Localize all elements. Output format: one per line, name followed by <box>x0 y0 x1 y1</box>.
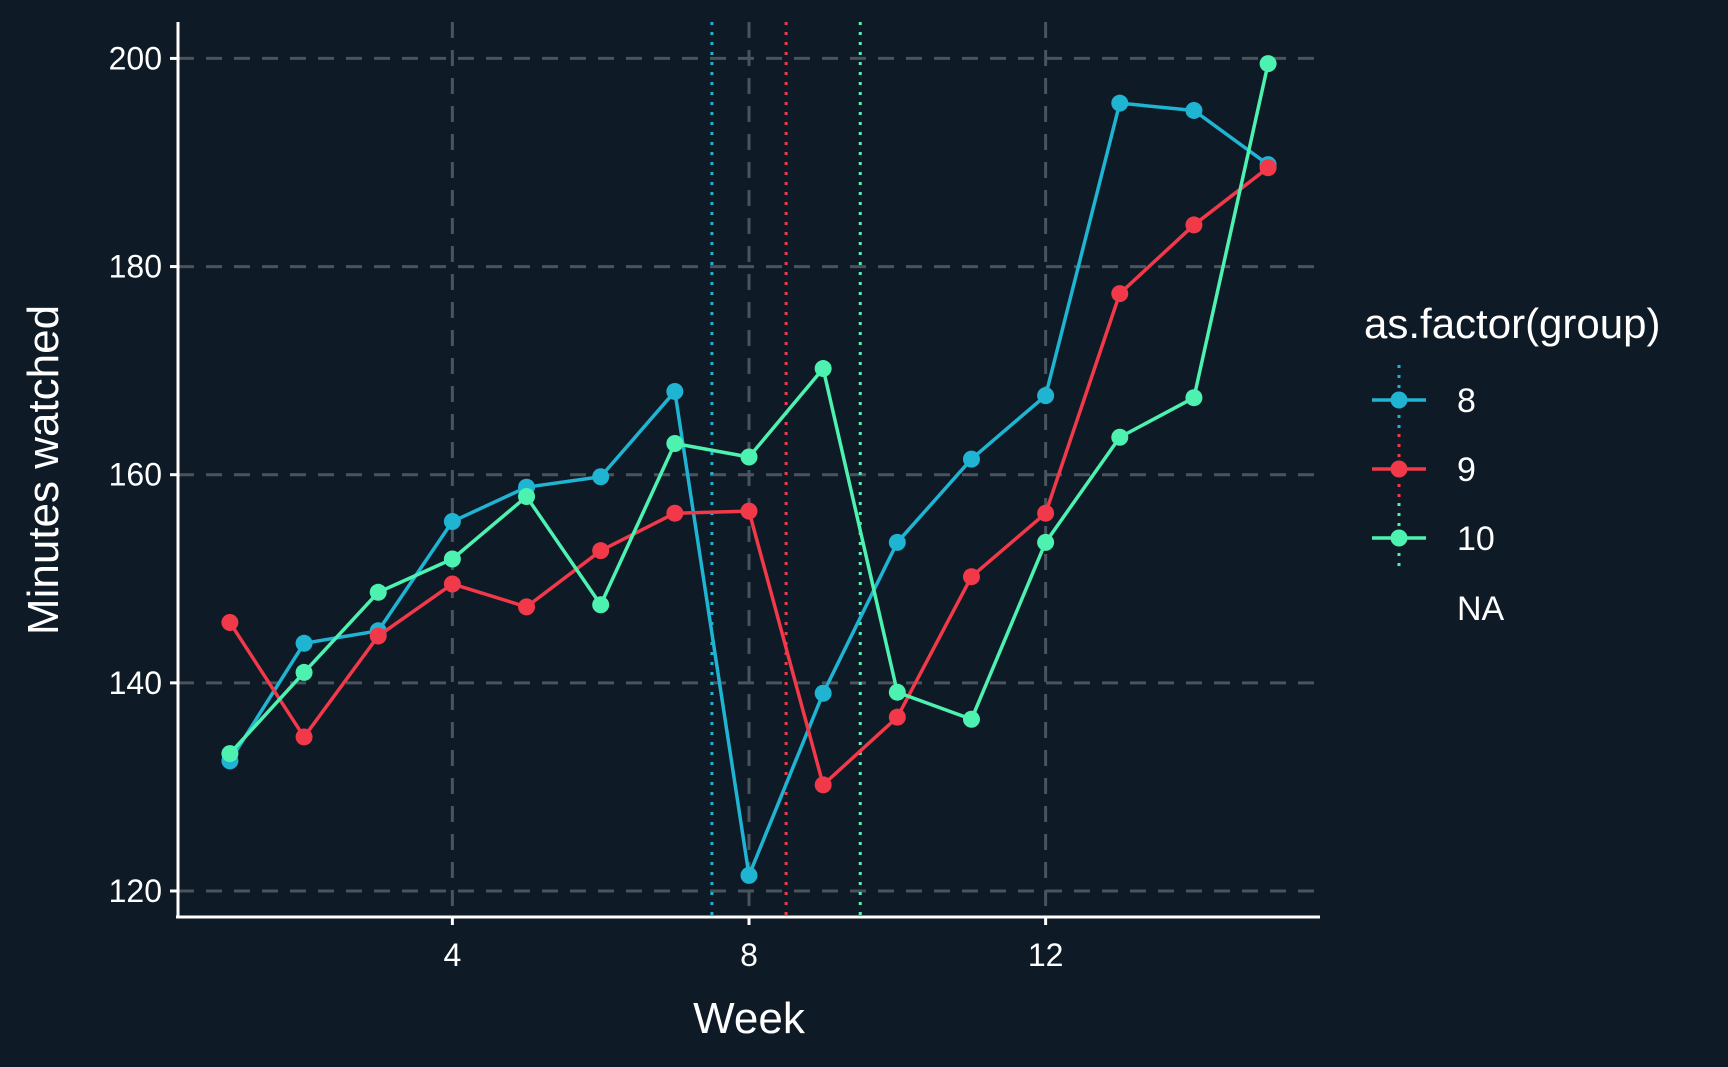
y-tick-label-160: 160 <box>109 457 162 493</box>
data-point-9-week-4 <box>443 575 461 593</box>
data-point-10-week-7 <box>666 434 684 452</box>
x-tick-label-4: 4 <box>443 937 461 973</box>
legend-items: 8 9 10 <box>1372 365 1495 573</box>
y-tick-label-120: 120 <box>109 873 162 909</box>
y-tick-label-200: 200 <box>109 40 162 76</box>
data-point-10-week-4 <box>443 550 461 568</box>
data-point-9-week-13 <box>1111 285 1129 303</box>
legend-item-8: 8 <box>1372 365 1476 435</box>
data-point-9-week-11 <box>962 568 980 586</box>
data-point-10-week-13 <box>1111 428 1129 446</box>
data-point-8-week-8 <box>740 866 758 884</box>
data-point-10-week-10 <box>888 683 906 701</box>
data-point-10-week-14 <box>1185 389 1203 407</box>
data-point-8-week-11 <box>962 450 980 468</box>
data-point-9-week-10 <box>888 708 906 726</box>
data-point-8-week-13 <box>1111 94 1129 112</box>
series-10 <box>221 55 1277 763</box>
data-point-10-week-3 <box>369 583 387 601</box>
data-point-9-week-8 <box>740 502 758 520</box>
data-point-10-week-6 <box>592 596 610 614</box>
data-point-8-week-14 <box>1185 101 1203 119</box>
data-point-8-week-12 <box>1037 387 1055 405</box>
data-point-9-week-6 <box>592 542 610 560</box>
data-point-8-week-4 <box>443 513 461 531</box>
y-tick-label-140: 140 <box>109 665 162 701</box>
data-point-10-week-9 <box>814 360 832 378</box>
series-9 <box>221 159 1277 794</box>
data-point-9-week-15 <box>1259 159 1277 177</box>
legend: as.factor(group) 8 9 10 NA <box>1364 300 1660 628</box>
x-axis-title: Week <box>693 994 806 1043</box>
x-tick-label-12: 12 <box>1028 937 1064 973</box>
legend-label-10: 10 <box>1457 520 1495 558</box>
data-point-10-week-1 <box>221 745 239 763</box>
legend-title: as.factor(group) <box>1364 300 1660 347</box>
tick-labels: 120 140 160 180 200 4 8 12 <box>109 40 1064 973</box>
data-point-10-week-2 <box>295 663 313 681</box>
legend-key-point-10 <box>1390 529 1408 547</box>
legend-label-9: 9 <box>1457 451 1476 489</box>
data-point-10-week-15 <box>1259 55 1277 73</box>
data-point-9-week-2 <box>295 728 313 746</box>
data-point-10-week-8 <box>740 448 758 466</box>
legend-label-8: 8 <box>1457 382 1476 420</box>
data-point-10-week-11 <box>962 710 980 728</box>
data-point-10-week-12 <box>1037 533 1055 551</box>
data-point-8-week-7 <box>666 382 684 400</box>
legend-key-point-9 <box>1390 460 1408 478</box>
data-point-9-week-9 <box>814 776 832 794</box>
legend-key-point-8 <box>1390 391 1408 409</box>
data-point-9-week-3 <box>369 627 387 645</box>
legend-item-9: 9 <box>1372 434 1476 504</box>
legend-item-10: 10 <box>1372 503 1495 573</box>
data-point-8-week-6 <box>592 468 610 486</box>
reference-lines <box>450 22 1048 917</box>
data-point-8-week-10 <box>888 533 906 551</box>
legend-label-na: NA <box>1457 590 1505 628</box>
plot-series <box>221 55 1277 884</box>
data-point-10-week-5 <box>518 488 536 506</box>
data-point-9-week-12 <box>1037 504 1055 522</box>
y-axis-title: Minutes watched <box>19 305 68 635</box>
y-tick-label-180: 180 <box>109 249 162 285</box>
data-point-9-week-1 <box>221 613 239 631</box>
data-point-9-week-14 <box>1185 216 1203 234</box>
x-tick-label-8: 8 <box>740 937 758 973</box>
data-point-9-week-5 <box>518 598 536 616</box>
data-point-9-week-7 <box>666 504 684 522</box>
data-point-8-week-2 <box>295 634 313 652</box>
data-point-8-week-9 <box>814 684 832 702</box>
